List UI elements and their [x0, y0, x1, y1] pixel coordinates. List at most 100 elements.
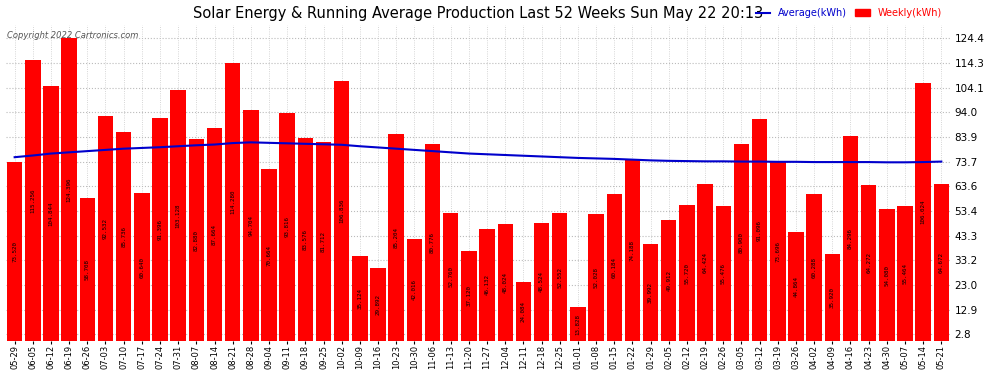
- Text: 55.464: 55.464: [903, 263, 908, 284]
- Bar: [897, 206, 913, 341]
- Text: 64.272: 64.272: [866, 252, 871, 273]
- Text: 46.132: 46.132: [484, 274, 490, 296]
- Text: 106.024: 106.024: [921, 200, 926, 224]
- Bar: [607, 195, 622, 341]
- Bar: [861, 184, 876, 341]
- Title: Solar Energy & Running Average Production Last 52 Weeks Sun May 22 20:13: Solar Energy & Running Average Productio…: [193, 6, 763, 21]
- Text: 37.120: 37.120: [466, 285, 471, 306]
- Text: 80.776: 80.776: [430, 232, 435, 253]
- Bar: [516, 282, 531, 341]
- Text: 80.900: 80.900: [739, 232, 743, 253]
- Text: 60.184: 60.184: [612, 257, 617, 278]
- Bar: [534, 223, 549, 341]
- Text: 54.080: 54.080: [884, 265, 889, 286]
- Text: 52.028: 52.028: [594, 267, 599, 288]
- Bar: [661, 219, 676, 341]
- Text: 29.892: 29.892: [375, 294, 380, 315]
- Text: 48.524: 48.524: [540, 272, 545, 292]
- Bar: [770, 162, 785, 341]
- Bar: [788, 232, 804, 341]
- Bar: [152, 118, 167, 341]
- Text: 52.760: 52.760: [448, 266, 453, 287]
- Bar: [751, 119, 767, 341]
- Text: 58.708: 58.708: [85, 259, 90, 280]
- Bar: [679, 206, 695, 341]
- Bar: [261, 169, 277, 341]
- Bar: [61, 38, 77, 341]
- Bar: [134, 194, 149, 341]
- Text: 64.424: 64.424: [703, 252, 708, 273]
- Bar: [734, 144, 749, 341]
- Text: 24.084: 24.084: [521, 301, 526, 322]
- Text: 39.992: 39.992: [648, 282, 653, 303]
- Bar: [207, 128, 222, 341]
- Bar: [44, 86, 58, 341]
- Text: 93.816: 93.816: [285, 216, 290, 237]
- Text: Copyright 2022 Cartronics.com: Copyright 2022 Cartronics.com: [8, 31, 139, 40]
- Legend: Average(kWh), Weekly(kWh): Average(kWh), Weekly(kWh): [752, 4, 945, 22]
- Text: 49.912: 49.912: [666, 270, 671, 291]
- Text: 70.664: 70.664: [266, 244, 271, 266]
- Bar: [807, 194, 822, 341]
- Text: 73.520: 73.520: [12, 241, 17, 262]
- Text: 106.836: 106.836: [340, 199, 345, 223]
- Bar: [225, 63, 241, 341]
- Text: 60.640: 60.640: [140, 257, 145, 278]
- Bar: [588, 214, 604, 341]
- Bar: [625, 160, 641, 341]
- Bar: [352, 255, 367, 341]
- Bar: [316, 142, 332, 341]
- Text: 103.128: 103.128: [175, 203, 180, 228]
- Text: 74.188: 74.188: [630, 240, 635, 261]
- Bar: [116, 132, 132, 341]
- Text: 87.664: 87.664: [212, 224, 217, 245]
- Bar: [643, 244, 658, 341]
- Text: 85.736: 85.736: [121, 226, 126, 247]
- Text: 92.532: 92.532: [103, 218, 108, 239]
- Text: 83.576: 83.576: [303, 229, 308, 250]
- Bar: [189, 139, 204, 341]
- Bar: [443, 213, 458, 341]
- Bar: [334, 81, 349, 341]
- Bar: [170, 90, 186, 341]
- Bar: [279, 112, 295, 341]
- Text: 85.204: 85.204: [394, 227, 399, 248]
- Bar: [370, 268, 386, 341]
- Text: 91.396: 91.396: [157, 219, 162, 240]
- Text: 44.864: 44.864: [793, 276, 799, 297]
- Bar: [498, 224, 513, 341]
- Bar: [7, 162, 23, 341]
- Bar: [570, 308, 586, 341]
- Bar: [98, 116, 113, 341]
- Text: 91.096: 91.096: [757, 220, 762, 241]
- Bar: [461, 251, 476, 341]
- Bar: [825, 254, 841, 341]
- Bar: [697, 184, 713, 341]
- Text: 48.024: 48.024: [503, 272, 508, 293]
- Text: 35.920: 35.920: [830, 287, 835, 308]
- Bar: [407, 239, 422, 341]
- Text: 13.828: 13.828: [575, 314, 580, 335]
- Bar: [879, 209, 895, 341]
- Bar: [552, 213, 567, 341]
- Text: 81.712: 81.712: [321, 231, 326, 252]
- Bar: [25, 60, 41, 341]
- Bar: [916, 83, 931, 341]
- Bar: [425, 144, 441, 341]
- Text: 55.720: 55.720: [684, 263, 689, 284]
- Text: 42.016: 42.016: [412, 279, 417, 300]
- Text: 82.880: 82.880: [194, 230, 199, 251]
- Text: 114.280: 114.280: [231, 190, 236, 214]
- Text: 84.296: 84.296: [848, 228, 853, 249]
- Text: 52.552: 52.552: [557, 267, 562, 288]
- Text: 35.124: 35.124: [357, 288, 362, 309]
- Text: 73.696: 73.696: [775, 241, 780, 262]
- Text: 124.396: 124.396: [66, 177, 71, 202]
- Text: 94.704: 94.704: [248, 215, 253, 236]
- Bar: [79, 198, 95, 341]
- Bar: [388, 134, 404, 341]
- Text: 115.256: 115.256: [31, 189, 36, 213]
- Bar: [716, 206, 731, 341]
- Text: 55.476: 55.476: [721, 263, 726, 284]
- Bar: [479, 229, 495, 341]
